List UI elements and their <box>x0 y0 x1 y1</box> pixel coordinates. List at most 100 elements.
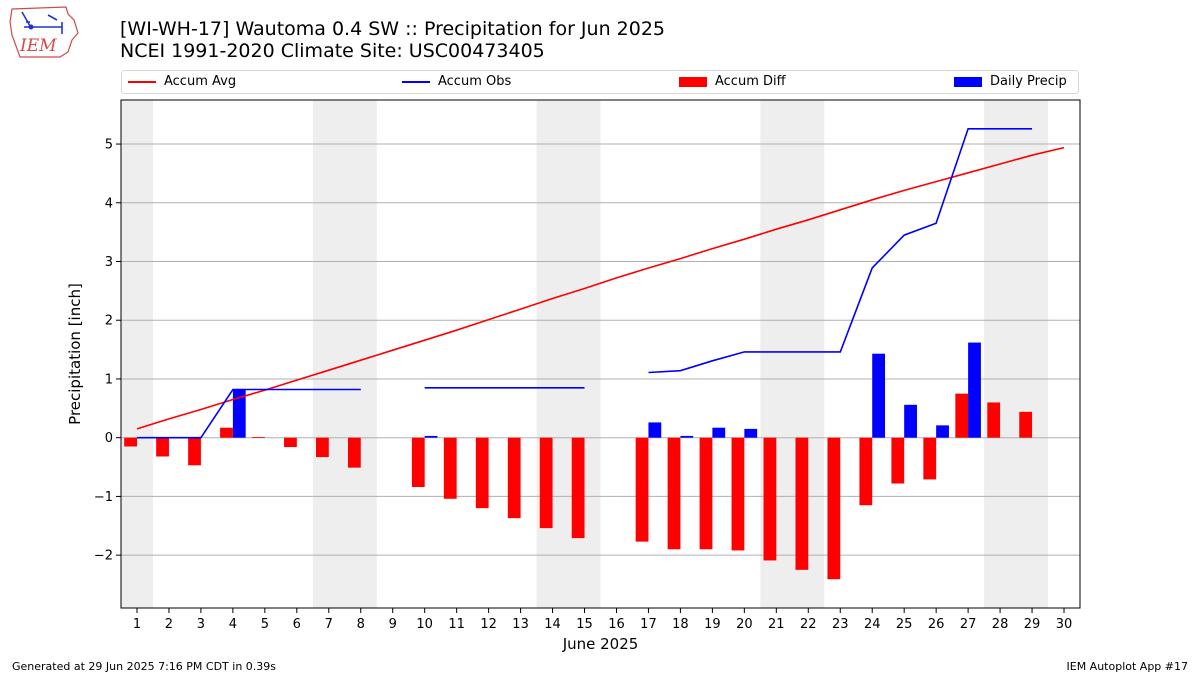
y-axis-label: Precipitation [inch] <box>66 283 84 425</box>
accum-avg-line <box>136 146 1065 430</box>
accum-diff-bar <box>699 437 713 550</box>
x-tick-label: 24 <box>864 617 881 632</box>
accum-diff-bar <box>315 437 329 458</box>
x-tick-label: 25 <box>896 617 913 632</box>
daily-precip-bar <box>904 404 917 438</box>
accum-obs-line <box>137 388 361 439</box>
x-tick-label: 27 <box>960 617 977 632</box>
x-tick-label: 18 <box>672 617 689 632</box>
accum-diff-bar <box>475 437 489 509</box>
accum-diff-bar <box>955 393 969 438</box>
x-tick-label: 20 <box>736 617 753 632</box>
x-tick-label: 16 <box>608 617 625 632</box>
x-tick-label: 17 <box>640 617 657 632</box>
accum-diff-bar <box>284 437 297 448</box>
legend-label-accum-avg: Accum Avg <box>164 74 237 89</box>
weekend-shade <box>121 100 153 608</box>
y-tick-label: 2 <box>105 314 113 329</box>
x-tick-label: 30 <box>1056 617 1073 632</box>
x-tick-label: 8 <box>357 617 365 632</box>
legend-item-accum-avg: Accum Avg <box>128 74 236 89</box>
accum-diff-bar <box>763 437 777 561</box>
legend-line-accum-avg <box>128 80 156 83</box>
x-tick-label: 9 <box>389 617 397 632</box>
daily-precip-bar <box>968 342 981 438</box>
accum-diff-bar <box>827 437 841 580</box>
accum-diff-bar <box>507 437 521 519</box>
x-tick-label: 26 <box>928 617 945 632</box>
x-axis-label: June 2025 <box>562 635 639 653</box>
daily-precip-bar <box>712 427 726 438</box>
accum-diff-bar <box>987 402 1001 438</box>
legend-patch-daily-precip <box>954 76 982 87</box>
weather-station-icon <box>21 11 63 34</box>
footer-generated: Generated at 29 Jun 2025 7:16 PM CDT in … <box>12 660 277 673</box>
x-tick-label: 5 <box>261 617 269 632</box>
y-tick-label: 0 <box>105 431 113 446</box>
accum-diff-bar <box>443 437 457 499</box>
x-tick-label: 1 <box>133 617 141 632</box>
legend: Accum Avg Accum Obs Accum Diff Daily Pre… <box>121 70 1079 94</box>
accum-diff-bar <box>156 437 169 457</box>
y-tick-label: −2 <box>94 549 113 564</box>
accum-diff-bar <box>539 437 553 529</box>
accum-diff-bar <box>571 437 585 539</box>
weekend-shade <box>312 100 377 608</box>
x-tick-label: 2 <box>165 617 173 632</box>
legend-item-accum-obs: Accum Obs <box>402 74 511 89</box>
x-tick-label: 14 <box>544 617 561 632</box>
x-tick-label: 11 <box>448 617 465 632</box>
chart-subtitle: NCEI 1991-2020 Climate Site: USC00473405 <box>120 40 545 62</box>
logo-text: IEM <box>19 36 57 56</box>
legend-label-daily-precip: Daily Precip <box>990 74 1067 89</box>
daily-precip-bar <box>744 428 758 438</box>
daily-precip-bar <box>424 435 438 438</box>
x-tick-label: 22 <box>800 617 817 632</box>
x-tick-label: 15 <box>576 617 593 632</box>
daily-precip-bar <box>648 422 662 438</box>
daily-precip-bar <box>680 435 694 438</box>
x-tick-label: 6 <box>293 617 301 632</box>
weekend-shade <box>984 100 1049 608</box>
legend-line-accum-obs <box>402 80 430 83</box>
accum-diff-bar <box>124 437 137 447</box>
accum-diff-bar <box>411 437 425 488</box>
y-tick-label: 3 <box>105 255 113 270</box>
x-tick-label: 23 <box>832 617 849 632</box>
x-tick-label: 13 <box>512 617 529 632</box>
y-tick-label: 4 <box>105 196 113 211</box>
x-tick-label: 19 <box>704 617 721 632</box>
accum-obs-line <box>648 128 1032 374</box>
x-tick-label: 28 <box>992 617 1009 632</box>
x-tick-label: 7 <box>325 617 333 632</box>
accum-diff-bar <box>923 437 937 480</box>
legend-label-accum-obs: Accum Obs <box>438 74 512 89</box>
iem-logo: IEM <box>9 6 79 58</box>
y-tick-label: −1 <box>94 490 113 505</box>
accum-diff-bar <box>347 437 361 468</box>
accum-diff-bar <box>635 437 649 542</box>
x-tick-label: 12 <box>480 617 497 632</box>
daily-precip-bar <box>872 353 886 438</box>
x-tick-label: 29 <box>1024 617 1041 632</box>
accum-diff-bar <box>252 437 265 438</box>
x-tick-label: 3 <box>197 617 205 632</box>
legend-item-daily-precip: Daily Precip <box>954 74 1067 89</box>
chart-title: [WI-WH-17] Wautoma 0.4 SW :: Precipitati… <box>120 18 665 40</box>
accum-diff-bar <box>220 427 233 438</box>
footer-app: IEM Autoplot App #17 <box>1066 660 1189 673</box>
legend-label-accum-diff: Accum Diff <box>715 74 786 89</box>
weekend-shade <box>536 100 601 608</box>
accum-diff-bar <box>795 437 809 570</box>
legend-item-accum-diff: Accum Diff <box>679 74 786 89</box>
plot-frame <box>120 99 1081 609</box>
y-tick-label: 1 <box>105 372 113 387</box>
accum-diff-bar <box>188 437 201 466</box>
daily-precip-bar <box>232 389 246 438</box>
accum-diff-bar <box>1019 411 1033 438</box>
x-tick-label: 4 <box>229 617 237 632</box>
daily-precip-bar <box>936 425 949 438</box>
x-tick-label: 10 <box>416 617 433 632</box>
accum-diff-bar <box>731 437 745 551</box>
